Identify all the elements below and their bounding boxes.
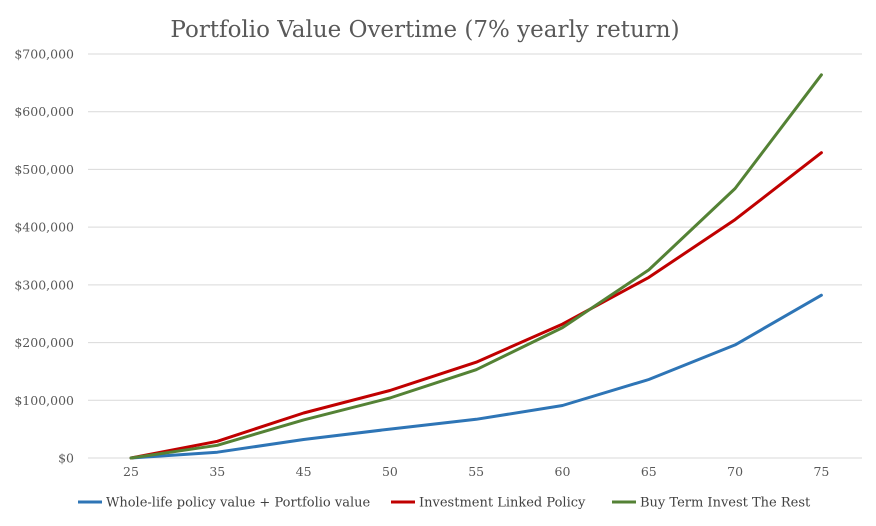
y-tick-label: $700,000	[14, 47, 74, 62]
legend-label-1: Whole-life policy value + Portfolio valu…	[106, 496, 370, 511]
x-tick-label: 25	[123, 464, 139, 479]
legend-label-3: Buy Term Invest The Rest	[640, 496, 811, 511]
y-tick-label: $500,000	[14, 162, 74, 177]
x-tick-label: 60	[555, 464, 571, 479]
x-tick-label: 50	[382, 464, 398, 479]
x-tick-label: 35	[209, 464, 225, 479]
series-line-1	[129, 293, 823, 460]
series-line-3	[129, 73, 823, 460]
y-tick-label: $100,000	[14, 393, 74, 408]
legend: Whole-life policy value + Portfolio valu…	[78, 496, 811, 511]
x-tick-label: 65	[641, 464, 657, 479]
x-tick-label: 45	[296, 464, 312, 479]
y-axis: $0 $100,000 $200,000 $300,000 $400,000 $500,0…	[14, 47, 74, 466]
y-tick-label: $600,000	[14, 104, 74, 119]
x-tick-label: 55	[468, 464, 484, 479]
series-lines	[129, 73, 823, 460]
x-tick-label: 70	[727, 464, 743, 479]
x-axis: 25 35 45 50 55 60 65 70 75	[123, 464, 829, 479]
y-tick-label: $0	[58, 451, 74, 466]
y-tick-label: $300,000	[14, 277, 74, 292]
y-tick-label: $200,000	[14, 335, 74, 350]
series-line-2	[129, 151, 823, 460]
x-tick-label: 75	[813, 464, 829, 479]
legend-label-2: Investment Linked Policy	[419, 496, 586, 511]
chart-title: Portfolio Value Overtime (7% yearly retu…	[170, 17, 679, 43]
y-tick-label: $400,000	[14, 220, 74, 235]
gridlines	[88, 53, 862, 459]
